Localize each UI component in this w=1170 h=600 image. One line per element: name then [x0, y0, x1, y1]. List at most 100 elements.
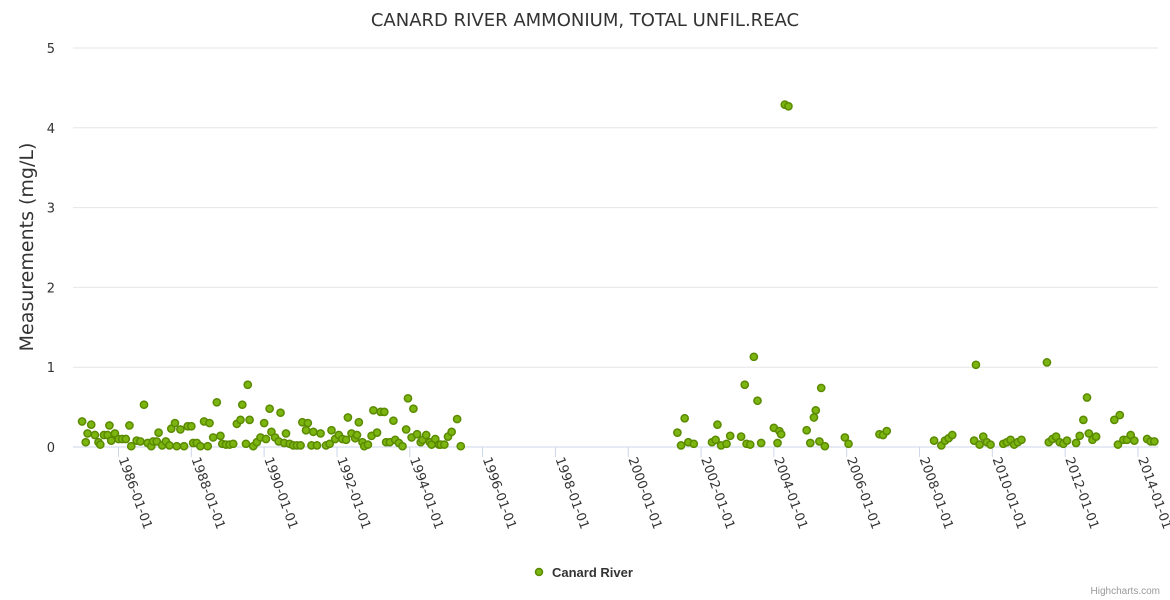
data-point[interactable] [126, 441, 136, 451]
data-point[interactable] [354, 417, 364, 427]
data-point[interactable] [352, 430, 362, 440]
data-point[interactable] [673, 428, 682, 437]
data-point[interactable] [86, 420, 96, 430]
data-point[interactable] [722, 439, 731, 449]
data-point[interactable] [753, 396, 762, 406]
data-point[interactable] [840, 433, 850, 442]
data-point[interactable] [243, 380, 253, 390]
data-point[interactable] [139, 400, 149, 410]
data-point[interactable] [689, 439, 699, 449]
data-point[interactable] [165, 441, 174, 450]
data-point[interactable] [241, 439, 251, 449]
data-point[interactable] [136, 437, 145, 446]
data-point[interactable] [740, 380, 750, 390]
data-point[interactable] [327, 425, 336, 435]
data-point[interactable] [172, 441, 182, 451]
data-point[interactable] [1075, 431, 1085, 441]
data-point[interactable] [261, 434, 271, 444]
data-point[interactable] [265, 404, 274, 414]
data-point[interactable] [440, 440, 449, 449]
data-point[interactable] [106, 436, 116, 445]
data-point[interactable] [95, 440, 105, 449]
data-point[interactable] [756, 438, 766, 448]
data-point[interactable] [154, 428, 163, 437]
data-point[interactable] [811, 405, 821, 415]
data-point[interactable] [372, 428, 382, 437]
data-point[interactable] [81, 437, 91, 447]
data-point[interactable] [1115, 410, 1125, 420]
data-point[interactable] [245, 415, 254, 425]
data-point[interactable] [711, 435, 720, 445]
data-point[interactable] [308, 427, 318, 437]
data-point[interactable] [773, 438, 782, 448]
data-point[interactable] [401, 425, 411, 434]
data-point[interactable] [77, 417, 87, 426]
data-point[interactable] [398, 441, 407, 451]
data-point[interactable] [90, 430, 100, 440]
credits-link[interactable]: Highcharts.com [1091, 586, 1160, 597]
data-point[interactable] [205, 418, 214, 428]
data-point[interactable] [216, 431, 225, 441]
data-point[interactable] [316, 429, 325, 438]
data-point[interactable] [816, 383, 826, 393]
data-point[interactable] [389, 416, 398, 426]
data-point[interactable] [975, 440, 984, 449]
data-point[interactable] [83, 429, 92, 438]
data-point[interactable] [1079, 415, 1088, 425]
legend-item[interactable]: Canard River [534, 565, 633, 580]
data-point[interactable] [121, 434, 131, 444]
data-point[interactable] [1082, 393, 1092, 402]
data-point[interactable] [882, 426, 892, 436]
data-point[interactable] [680, 413, 690, 423]
data-point[interactable] [805, 438, 815, 448]
data-point[interactable] [1071, 438, 1081, 448]
data-point[interactable] [815, 437, 824, 446]
data-point[interactable] [713, 420, 722, 430]
data-point[interactable] [820, 441, 830, 451]
data-point[interactable] [176, 425, 185, 434]
data-point[interactable] [303, 418, 313, 428]
data-point[interactable] [125, 421, 134, 430]
data-point[interactable] [312, 441, 322, 450]
data-point[interactable] [281, 429, 291, 438]
data-point[interactable] [725, 431, 735, 441]
data-point[interactable] [452, 414, 462, 424]
data-point[interactable] [228, 439, 238, 449]
data-point[interactable] [236, 415, 245, 425]
data-point[interactable] [325, 439, 335, 449]
data-point[interactable] [1062, 436, 1072, 445]
data-point[interactable] [409, 404, 418, 414]
data-point[interactable] [971, 360, 981, 370]
data-point[interactable] [412, 429, 422, 439]
data-point[interactable] [456, 441, 466, 451]
data-point[interactable] [105, 421, 114, 430]
data-point[interactable] [259, 418, 269, 428]
data-point[interactable] [784, 101, 793, 111]
data-point[interactable] [1017, 435, 1026, 445]
data-point[interactable] [208, 433, 218, 442]
data-point[interactable] [802, 425, 811, 435]
data-point[interactable] [986, 440, 995, 449]
legend-label[interactable]: Canard River [552, 565, 633, 580]
data-point[interactable] [749, 352, 759, 362]
data-point[interactable] [369, 405, 378, 415]
data-point[interactable] [947, 430, 957, 440]
data-point[interactable] [1109, 415, 1119, 425]
data-point[interactable] [736, 432, 746, 441]
data-point[interactable] [196, 441, 205, 451]
data-point[interactable] [237, 400, 247, 410]
data-point[interactable] [929, 436, 939, 445]
data-point[interactable] [379, 407, 389, 417]
data-point[interactable] [212, 397, 222, 407]
data-point[interactable] [296, 441, 305, 450]
data-point[interactable] [1091, 432, 1101, 441]
data-point[interactable] [1042, 358, 1052, 367]
data-point[interactable] [363, 440, 373, 449]
data-point[interactable] [403, 393, 413, 403]
data-point[interactable] [179, 441, 189, 451]
data-point[interactable] [170, 418, 180, 428]
data-point[interactable] [776, 429, 786, 439]
data-point[interactable] [421, 430, 431, 440]
data-point[interactable] [676, 441, 686, 450]
data-point[interactable] [341, 435, 351, 445]
